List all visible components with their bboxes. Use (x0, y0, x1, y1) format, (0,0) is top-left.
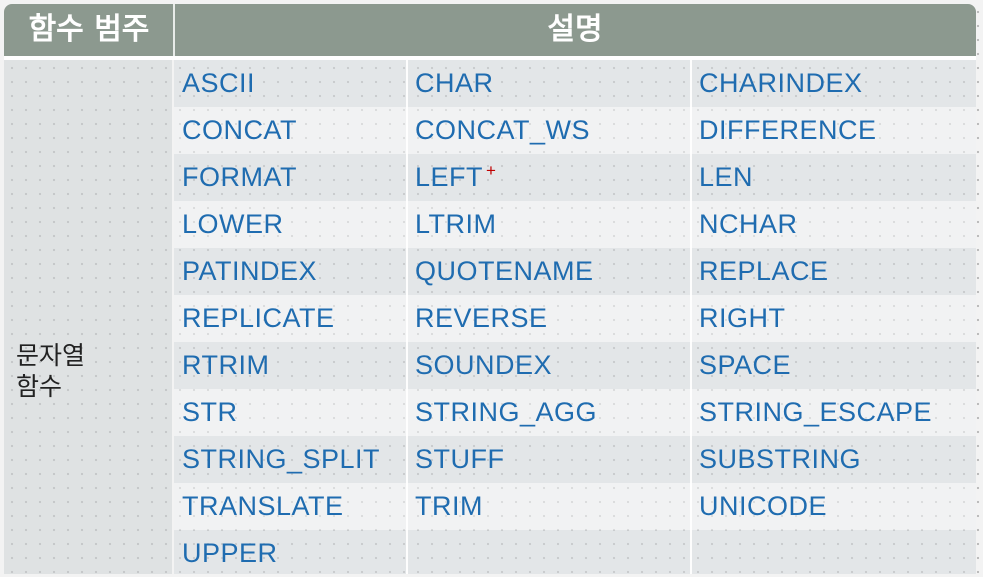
function-name-text: LEFT (415, 162, 484, 192)
function-name-text: LTRIM (415, 209, 497, 239)
table-header: 함수 범주 설명 (4, 4, 976, 56)
function-name: QUOTENAME (415, 248, 594, 295)
function-name-text: LEN (699, 162, 754, 192)
plus-marker: + (486, 161, 497, 180)
function-name: SUBSTRING (699, 436, 861, 483)
category-label: 문자열 함수 (16, 340, 166, 402)
function-grid: UPPER TRANSLATE TRIM UNICODE STRING_SPLIT STU… (174, 60, 976, 574)
function-name: STUFF (415, 436, 505, 483)
function-name-text: UNICODE (699, 491, 828, 521)
function-name-text: CHARINDEX (699, 68, 863, 98)
function-name: LOWER (182, 201, 284, 248)
category-column: 문자열 함수 (4, 60, 172, 574)
function-name-text: TRANSLATE (182, 491, 344, 521)
function-name: STRING_ESCAPE (699, 389, 932, 436)
column-divider (690, 60, 692, 574)
function-name-text: SPACE (699, 350, 792, 380)
table-row: CONCAT CONCAT_WS DIFFERENCE (174, 107, 976, 154)
function-name-text: LOWER (182, 209, 284, 239)
function-name: TRANSLATE (182, 483, 344, 530)
function-name-text: SOUNDEX (415, 350, 553, 380)
function-name: PATINDEX (182, 248, 317, 295)
table-row: UPPER (174, 530, 976, 574)
function-name-text: QUOTENAME (415, 256, 594, 286)
function-name-text: STR (182, 397, 238, 427)
function-name: RTRIM (182, 342, 270, 389)
table-row: RTRIM SOUNDEX SPACE (174, 342, 976, 389)
function-name: SPACE (699, 342, 791, 389)
table-row: PATINDEX QUOTENAME REPLACE (174, 248, 976, 295)
table-row: TRANSLATE TRIM UNICODE (174, 483, 976, 530)
table-row: FORMAT LEFT + LEN (174, 154, 976, 201)
function-name-text: RTRIM (182, 350, 270, 380)
header-category: 함수 범주 (28, 12, 150, 47)
function-name-text: FORMAT (182, 162, 297, 192)
function-name-text: STRING_ESCAPE (699, 397, 933, 427)
function-name: CHARINDEX (699, 60, 863, 107)
function-name: ASCII (182, 60, 255, 107)
function-table: 함수 범주 설명 문자열 함수 UPPER TRANSLATE TRIM UNICODE… (4, 4, 976, 574)
header-underline (4, 56, 976, 60)
function-name-text: TRIM (415, 491, 483, 521)
table-row: STRING_SPLIT STUFF SUBSTRING (174, 436, 976, 483)
category-label-line: 문자열 (16, 341, 86, 370)
function-name-text: STRING_SPLIT (182, 444, 381, 474)
function-name-text: SUBSTRING (699, 444, 862, 474)
function-name: LEN (699, 154, 753, 201)
function-name-text: UPPER (182, 538, 278, 568)
function-name: STRING_AGG (415, 389, 597, 436)
function-name: CHAR (415, 60, 494, 107)
function-name: FORMAT (182, 154, 297, 201)
function-name-text: REPLICATE (182, 303, 335, 333)
function-name-text: STUFF (415, 444, 505, 474)
function-name: REPLICATE (182, 295, 335, 342)
function-name-text: RIGHT (699, 303, 786, 333)
function-name-text: ASCII (182, 68, 256, 98)
function-name: NCHAR (699, 201, 798, 248)
function-name: LEFT + (415, 154, 497, 201)
function-name: CONCAT (182, 107, 297, 154)
function-name: REPLACE (699, 248, 829, 295)
table-row: STR STRING_AGG STRING_ESCAPE (174, 389, 976, 436)
function-name: STR (182, 389, 238, 436)
header-divider (173, 4, 175, 56)
category-label-line: 함수 (16, 372, 63, 401)
function-name-text: NCHAR (699, 209, 798, 239)
function-name: RIGHT (699, 295, 786, 342)
function-name-text: CHAR (415, 68, 494, 98)
function-name: LTRIM (415, 201, 497, 248)
function-name-text: DIFFERENCE (699, 115, 877, 145)
function-name-text: CONCAT_WS (415, 115, 591, 145)
header-description: 설명 (547, 12, 603, 47)
function-name-text: STRING_AGG (415, 397, 598, 427)
function-name-text: REVERSE (415, 303, 548, 333)
function-name: SOUNDEX (415, 342, 552, 389)
table-row: ASCII CHAR CHARINDEX (174, 60, 976, 107)
function-name: TRIM (415, 483, 483, 530)
function-name: UNICODE (699, 483, 827, 530)
function-name: STRING_SPLIT (182, 436, 380, 483)
function-name: DIFFERENCE (699, 107, 877, 154)
function-name-text: PATINDEX (182, 256, 318, 286)
function-name: UPPER (182, 530, 278, 574)
table-row: LOWER LTRIM NCHAR (174, 201, 976, 248)
function-name-text: REPLACE (699, 256, 829, 286)
table-row: REPLICATE REVERSE RIGHT (174, 295, 976, 342)
function-name: REVERSE (415, 295, 548, 342)
function-name-text: CONCAT (182, 115, 297, 145)
column-divider (406, 60, 408, 574)
function-name: CONCAT_WS (415, 107, 590, 154)
